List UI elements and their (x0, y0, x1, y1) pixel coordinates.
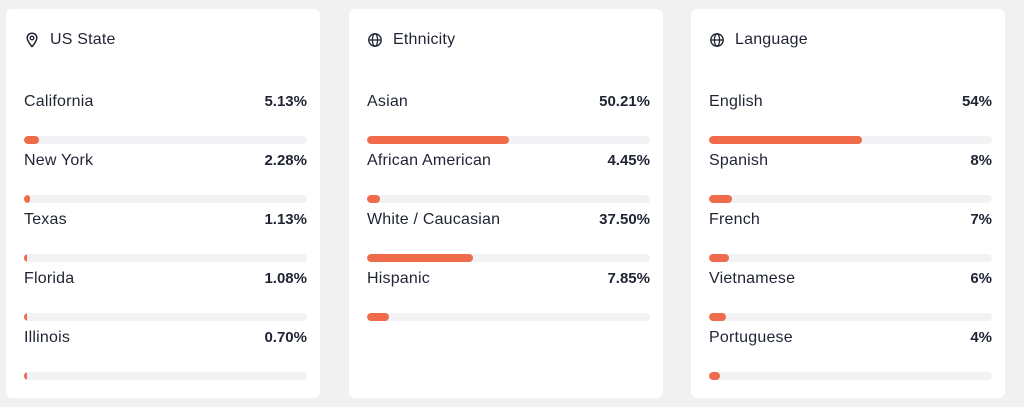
stat-row-white-caucasian: White / Caucasian 37.50% (367, 211, 650, 270)
stat-value: 54% (961, 93, 992, 110)
us-state-card: US State California 5.13% New York 2.28%… (6, 9, 320, 398)
card-title: Language (735, 31, 808, 48)
stat-list: California 5.13% New York 2.28% Texas 1.… (24, 93, 307, 388)
stat-row-french: French 7% (709, 211, 992, 270)
stat-label: French (709, 211, 760, 228)
stat-value: 4% (970, 329, 992, 346)
stat-label: Vietnamese (709, 270, 796, 287)
progress-track (367, 195, 650, 203)
card-header: Ethnicity (367, 30, 455, 50)
stat-value: 7.85% (607, 270, 650, 287)
stat-label: White / Caucasian (367, 211, 501, 228)
stat-row-texas: Texas 1.13% (24, 211, 307, 270)
stat-label: Portuguese (709, 329, 793, 346)
progress-fill (709, 136, 862, 144)
stat-row-african-american: African American 4.45% (367, 152, 650, 211)
progress-track (24, 195, 307, 203)
progress-fill (24, 313, 28, 321)
progress-fill (24, 136, 39, 144)
ethnicity-card: Ethnicity Asian 50.21% African American … (349, 9, 663, 398)
card-title: US State (50, 31, 116, 48)
progress-track (709, 136, 992, 144)
stat-label: New York (24, 152, 94, 169)
stat-row-portuguese: Portuguese 4% (709, 329, 992, 388)
stat-value: 1.08% (264, 270, 307, 287)
progress-track (709, 195, 992, 203)
progress-fill (367, 313, 390, 321)
stat-row-illinois: Illinois 0.70% (24, 329, 307, 388)
stat-label: English (709, 93, 763, 110)
progress-fill (367, 136, 510, 144)
stat-row-new-york: New York 2.28% (24, 152, 307, 211)
stat-label: Asian (367, 93, 409, 110)
globe-icon (709, 32, 725, 48)
stat-value: 0.70% (264, 329, 307, 346)
stat-value: 1.13% (264, 211, 307, 228)
progress-fill (24, 254, 28, 262)
stat-label: Illinois (24, 329, 71, 346)
stat-row-spanish: Spanish 8% (709, 152, 992, 211)
progress-track (367, 254, 650, 262)
progress-fill (367, 254, 474, 262)
stat-value: 4.45% (607, 152, 650, 169)
card-header: Language (709, 30, 808, 50)
progress-track (709, 254, 992, 262)
progress-track (24, 254, 307, 262)
globe-icon (367, 32, 383, 48)
stat-value: 7% (970, 211, 992, 228)
stat-row-california: California 5.13% (24, 93, 307, 152)
stat-label: African American (367, 152, 492, 169)
progress-track (367, 313, 650, 321)
progress-fill (24, 195, 31, 203)
stat-label: Hispanic (367, 270, 430, 287)
progress-fill (24, 372, 27, 380)
stat-value: 6% (970, 270, 992, 287)
progress-track (24, 313, 307, 321)
stat-value: 2.28% (264, 152, 307, 169)
progress-fill (709, 195, 732, 203)
stat-row-hispanic: Hispanic 7.85% (367, 270, 650, 329)
progress-fill (709, 254, 729, 262)
stat-value: 50.21% (599, 93, 650, 110)
stat-label: Florida (24, 270, 75, 287)
progress-track (709, 372, 992, 380)
progress-track (24, 136, 307, 144)
stat-label: Texas (24, 211, 67, 228)
card-header: US State (24, 30, 116, 50)
stat-list: Asian 50.21% African American 4.45% Whit… (367, 93, 650, 329)
stat-value: 8% (970, 152, 992, 169)
stat-row-florida: Florida 1.08% (24, 270, 307, 329)
progress-track (709, 313, 992, 321)
progress-track (24, 372, 307, 380)
stat-value: 5.13% (264, 93, 307, 110)
progress-track (367, 136, 650, 144)
stat-row-english: English 54% (709, 93, 992, 152)
progress-fill (709, 313, 726, 321)
stat-row-vietnamese: Vietnamese 6% (709, 270, 992, 329)
stat-value: 37.50% (599, 211, 650, 228)
language-card: Language English 54% Spanish 8% French 7… (691, 9, 1005, 398)
progress-fill (367, 195, 380, 203)
stat-list: English 54% Spanish 8% French 7% Vietnam… (709, 93, 992, 388)
card-title: Ethnicity (393, 31, 456, 48)
stat-row-asian: Asian 50.21% (367, 93, 650, 152)
stat-label: California (24, 93, 94, 110)
progress-fill (709, 372, 721, 380)
stat-label: Spanish (709, 152, 769, 169)
location-pin-icon (24, 32, 40, 48)
